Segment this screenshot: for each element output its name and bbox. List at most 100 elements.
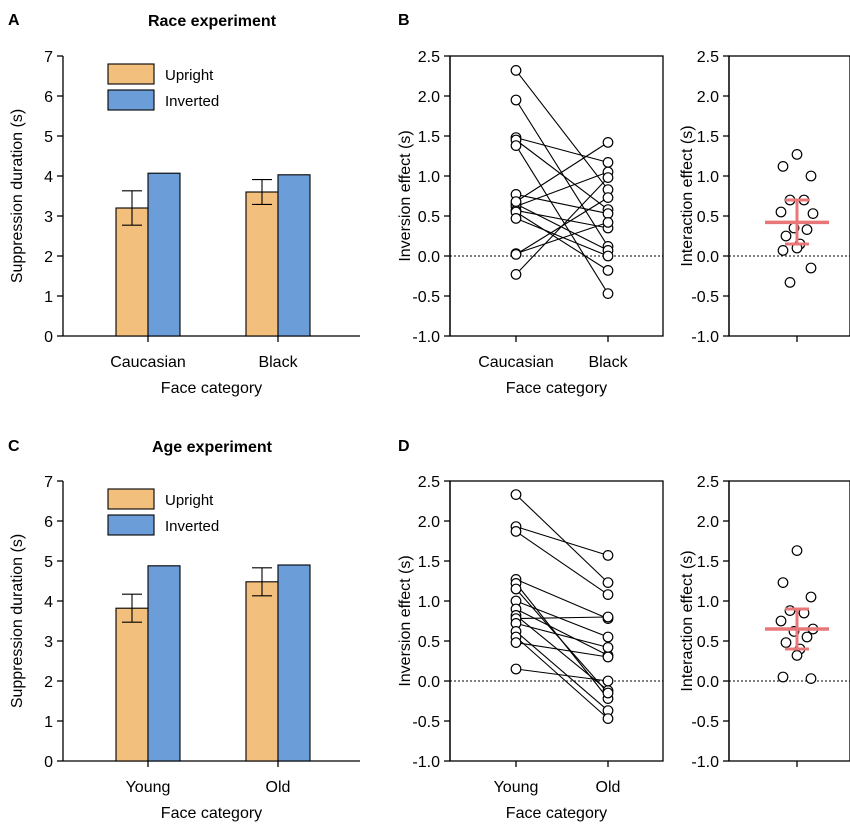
panel-b-ytick-label: 1.5 xyxy=(418,129,440,146)
panel-b-point xyxy=(602,250,614,262)
panel-b-pair-line xyxy=(515,209,609,229)
panel-b-inset-ytick-label: 1.5 xyxy=(697,129,719,146)
panel-d-point xyxy=(602,642,614,653)
panel-c-ytick-label: 3 xyxy=(44,634,53,651)
panel-d-pair-line xyxy=(515,622,609,648)
panel-d-pair-line xyxy=(515,578,609,620)
panel-a-ytick-label: 1 xyxy=(44,289,53,306)
panel-b-point xyxy=(602,265,614,276)
panel-b-point xyxy=(602,172,614,184)
panel-a-bar xyxy=(245,191,279,337)
panel-b-inset-y-label: Interaction effect (s) xyxy=(679,125,696,266)
panel-d-point xyxy=(602,675,614,687)
panel-b-point xyxy=(510,248,522,260)
panel-b-point xyxy=(602,216,614,228)
panel-c-bar xyxy=(245,581,279,762)
panel-d-x-label: Face category xyxy=(506,805,607,822)
panel-b-inset-ytick-label: 2.5 xyxy=(697,49,719,66)
panel-c-title: Age experiment xyxy=(152,439,273,456)
panel-d-inset-y-label: Interaction effect (s) xyxy=(679,550,696,691)
panel-b-point xyxy=(602,136,614,148)
panel-b-pair-line xyxy=(515,99,609,247)
panel-c-legend-label: Upright xyxy=(165,492,214,509)
panel-d-point xyxy=(510,637,522,648)
panel-c-x-label: Face category xyxy=(161,805,262,822)
panel-d-inset-ytick-label: -0.5 xyxy=(691,714,719,731)
panel-b-xtick-label: Caucasian xyxy=(478,354,554,371)
panel-c-bar xyxy=(277,564,311,762)
panel-a-ytick-label: 7 xyxy=(44,49,53,66)
panel-b-inset-ytick-label: -1.0 xyxy=(691,329,719,346)
panel-a-x-label: Face category xyxy=(161,380,262,397)
panel-b-inset-point xyxy=(791,148,803,160)
panel-d-ytick-label: 0.0 xyxy=(418,674,440,691)
panel-c-ytick-label: 6 xyxy=(44,514,53,531)
panel-d-pair-line xyxy=(515,668,609,682)
panel-d-inset-ytick-label: 0.0 xyxy=(697,674,719,691)
panel-d-ytick-label: 0.5 xyxy=(418,634,440,651)
panel-d-pair-line xyxy=(515,636,609,720)
panel-d-pair-line xyxy=(515,588,609,694)
panel-d-xtick-label: Old xyxy=(596,779,621,796)
panel-d-point xyxy=(510,489,522,501)
panel-d-ytick-label: 2.5 xyxy=(418,474,440,491)
panel-c-legend-label: Inverted xyxy=(165,518,219,535)
panel-b-point xyxy=(510,94,522,106)
panel-a-ytick-label: 0 xyxy=(44,329,53,346)
panel-d-ytick-label: 2.0 xyxy=(418,514,440,531)
panel-a-xtick-label: Caucasian xyxy=(110,354,186,371)
panel-d-frame xyxy=(449,480,664,762)
panel-b-ytick-label: -0.5 xyxy=(412,289,440,306)
panel-a-bar xyxy=(147,172,181,337)
panel-b-ytick-label: 0.0 xyxy=(418,249,440,266)
panel-b-point xyxy=(602,208,614,220)
panel-d-point xyxy=(602,631,614,643)
panel-a-y-label: Suppression duration (s) xyxy=(9,109,26,283)
panel-a-bar xyxy=(115,207,149,337)
panel-d-pair-line xyxy=(515,530,609,596)
panel-b-inset-point xyxy=(775,206,787,218)
panel-d-point xyxy=(510,583,522,595)
panel-d-ytick-label: 1.0 xyxy=(418,594,440,611)
panel-d-point xyxy=(602,577,614,588)
panel-b-inset-ytick-label: -0.5 xyxy=(691,289,719,306)
panel-d-inset-point xyxy=(775,615,787,627)
panel-a-ytick-label: 5 xyxy=(44,129,53,146)
panel-d-inset-point xyxy=(784,605,796,616)
panel-b-x-label: Face category xyxy=(506,380,607,397)
panel-d-pair-line xyxy=(515,616,609,620)
panel-b-point xyxy=(510,269,522,280)
panel-a-legend-swatch xyxy=(107,89,155,111)
panel-label-a: A xyxy=(8,12,20,29)
panel-b-pair-line xyxy=(515,221,609,255)
panel-d-xtick-label: Young xyxy=(494,779,539,796)
panel-d-inset-point xyxy=(791,650,803,661)
panel-a-ytick-label: 4 xyxy=(44,169,53,186)
panel-label-b: B xyxy=(398,12,410,29)
panel-d-point xyxy=(510,663,522,675)
panel-d-inset-ytick-label: -1.0 xyxy=(691,754,719,771)
panel-b-ytick-label: 0.5 xyxy=(418,209,440,226)
panel-b-inset-point xyxy=(805,170,817,182)
panel-d-point xyxy=(602,611,614,623)
panel-b-pair-line xyxy=(515,139,609,211)
panel-a-legend-swatch xyxy=(107,63,155,85)
panel-d-point xyxy=(510,526,522,537)
panel-b-inset-ytick-label: 0.5 xyxy=(697,209,719,226)
panel-b-xtick-label: Black xyxy=(588,354,628,371)
panel-b-pair-line xyxy=(515,203,609,251)
panel-c-xtick-label: Young xyxy=(126,779,171,796)
panel-b-inset-point xyxy=(801,224,813,236)
panel-d-point xyxy=(602,651,614,663)
panel-d-pair-line xyxy=(515,608,609,656)
plots-layer: 0 1 2 3 4 5 6 7 Suppression duration (s) Caucasia… xyxy=(9,49,850,822)
panel-a-ytick-label: 2 xyxy=(44,249,53,266)
panel-d-ytick-label: -0.5 xyxy=(412,714,440,731)
panel-b-point xyxy=(510,64,522,76)
panel-d-inset-point xyxy=(805,673,817,684)
panel-c-xtick-label: Old xyxy=(266,779,291,796)
panel-b-ytick-label: -1.0 xyxy=(412,329,440,346)
panel-d-ytick-label: 1.5 xyxy=(418,554,440,571)
panel-d-inset-point xyxy=(791,545,803,556)
